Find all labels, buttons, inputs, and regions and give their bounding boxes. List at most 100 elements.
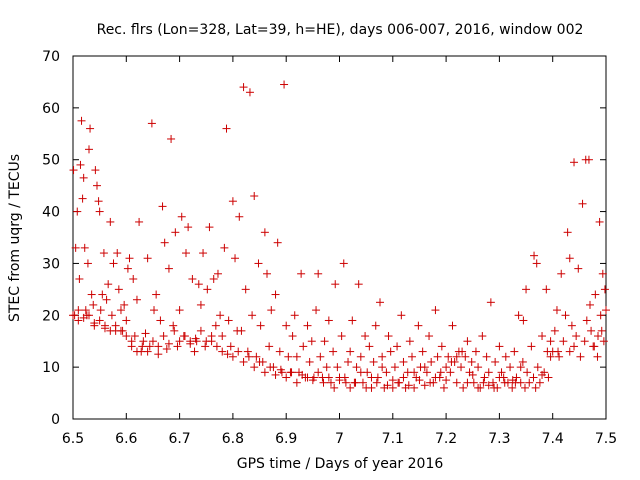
data-point xyxy=(518,357,527,366)
data-point xyxy=(76,160,85,169)
data-point xyxy=(308,376,317,385)
data-point xyxy=(79,313,88,322)
data-point xyxy=(256,321,265,330)
data-point xyxy=(91,166,100,175)
data-point xyxy=(348,316,357,325)
data-point xyxy=(170,326,179,335)
data-point xyxy=(418,347,427,356)
data-point xyxy=(570,342,579,351)
x-tick-label: 6.6 xyxy=(115,431,137,447)
data-points xyxy=(69,80,610,392)
data-point xyxy=(594,332,603,341)
x-axis: 6.5 6.6 6.7 6.8 6.9 7 7.1 7.2 7.3 7.4 7.5 xyxy=(62,56,617,447)
data-point xyxy=(74,306,83,315)
data-point xyxy=(361,332,370,341)
data-point xyxy=(393,342,402,351)
data-point xyxy=(344,357,353,366)
data-point xyxy=(543,347,552,356)
data-point xyxy=(123,264,132,273)
data-point xyxy=(111,321,120,330)
data-point xyxy=(244,352,253,361)
data-point xyxy=(167,134,176,143)
data-point xyxy=(538,370,547,379)
data-point xyxy=(79,173,88,182)
data-point xyxy=(439,383,448,392)
x-tick-label: 7 xyxy=(335,431,344,447)
data-point xyxy=(239,357,248,366)
data-point xyxy=(602,306,610,315)
data-point xyxy=(305,357,314,366)
data-point xyxy=(384,332,393,341)
data-point xyxy=(228,352,237,361)
data-point xyxy=(546,352,555,361)
data-point xyxy=(235,212,244,221)
data-point xyxy=(175,337,184,346)
data-point xyxy=(346,347,355,356)
data-point xyxy=(362,383,371,392)
data-point xyxy=(598,269,607,278)
data-point xyxy=(574,264,583,273)
data-point xyxy=(339,259,348,268)
data-point xyxy=(426,378,435,387)
data-point xyxy=(152,290,161,299)
data-point xyxy=(205,223,214,232)
data-point xyxy=(531,383,540,392)
data-point xyxy=(436,368,445,377)
data-point xyxy=(132,295,141,304)
data-point xyxy=(154,350,163,359)
data-point xyxy=(463,337,472,346)
data-point xyxy=(405,337,414,346)
data-point xyxy=(352,363,361,372)
data-point xyxy=(399,373,408,382)
data-point xyxy=(388,383,397,392)
data-point xyxy=(446,368,455,377)
data-point xyxy=(557,269,566,278)
data-point xyxy=(457,363,466,372)
data-point xyxy=(427,357,436,366)
data-point xyxy=(273,238,282,247)
data-point xyxy=(224,316,233,325)
data-point xyxy=(520,383,529,392)
data-point xyxy=(143,347,152,356)
data-point xyxy=(415,376,424,385)
data-point xyxy=(226,342,235,351)
data-point xyxy=(448,321,457,330)
data-point xyxy=(120,300,129,309)
data-point xyxy=(190,347,199,356)
data-point xyxy=(340,373,349,382)
x-axis-label: GPS time / Days of year 2016 xyxy=(237,456,444,472)
data-point xyxy=(180,332,189,341)
data-point xyxy=(265,342,274,351)
data-point xyxy=(578,199,587,208)
data-point xyxy=(452,352,461,361)
data-point xyxy=(522,285,531,294)
data-point xyxy=(312,306,321,315)
data-point xyxy=(480,373,489,382)
data-point xyxy=(452,378,461,387)
data-point xyxy=(162,344,171,353)
data-point xyxy=(96,306,105,315)
data-point xyxy=(100,321,109,330)
data-point xyxy=(382,368,391,377)
data-point xyxy=(516,363,525,372)
data-point xyxy=(116,326,125,335)
data-point xyxy=(527,342,536,351)
data-point xyxy=(397,311,406,320)
data-point xyxy=(565,347,574,356)
data-point xyxy=(292,352,301,361)
data-point xyxy=(80,243,89,252)
data-point xyxy=(486,298,495,307)
data-point xyxy=(535,378,544,387)
data-point xyxy=(94,197,103,206)
data-point xyxy=(231,254,240,263)
data-point xyxy=(563,228,572,237)
data-point xyxy=(290,311,299,320)
data-point xyxy=(495,342,504,351)
data-point xyxy=(491,357,500,366)
data-point xyxy=(207,332,216,341)
data-point xyxy=(196,300,205,309)
data-point xyxy=(113,249,122,258)
data-point xyxy=(322,363,331,372)
data-point xyxy=(271,370,280,379)
plot-frame xyxy=(72,55,607,420)
